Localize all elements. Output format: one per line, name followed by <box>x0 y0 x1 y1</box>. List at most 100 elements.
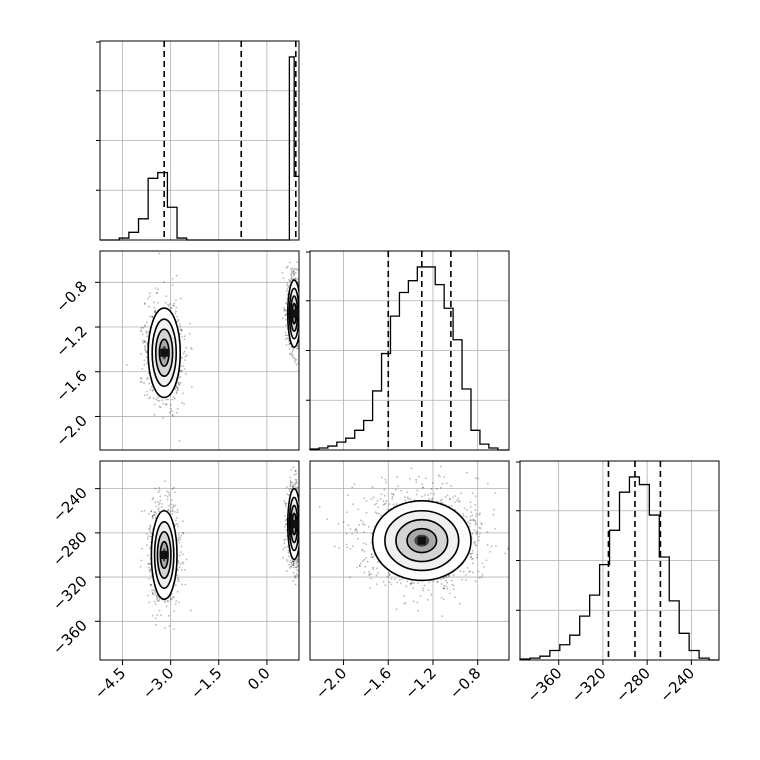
scatter-point <box>424 494 427 496</box>
scatter-point <box>172 396 175 398</box>
scatter-point <box>147 331 150 333</box>
scatter-point <box>451 579 453 582</box>
scatter-point <box>483 565 485 568</box>
scatter-point <box>285 559 288 561</box>
scatter-point <box>172 596 175 599</box>
scatter-point <box>286 337 289 340</box>
scatter-point <box>294 470 297 473</box>
scatter-point <box>454 596 457 599</box>
scatter-point <box>158 609 161 612</box>
scatter-point <box>284 503 287 506</box>
scatter-point <box>148 397 150 400</box>
scatter-point <box>326 518 329 521</box>
scatter-point <box>286 545 289 548</box>
scatter-point <box>471 514 474 517</box>
scatter-point <box>173 304 175 307</box>
scatter-point <box>299 511 301 513</box>
scatter-point <box>504 552 507 555</box>
scatter-point <box>178 580 180 583</box>
scatter-point <box>149 396 152 399</box>
scatter-point <box>412 600 415 603</box>
scatter-point <box>405 585 408 588</box>
scatter-point <box>292 357 295 359</box>
scatter-point <box>143 339 146 342</box>
x-tick-label: 0.0 <box>244 664 274 694</box>
scatter-point <box>178 440 181 442</box>
scatter-point <box>363 550 366 553</box>
scatter-point <box>294 277 297 280</box>
scatter-point <box>164 301 167 304</box>
scatter-point <box>493 508 495 511</box>
scatter-point <box>384 584 387 587</box>
scatter-point <box>355 528 357 531</box>
scatter-point <box>144 346 147 349</box>
scatter-point <box>430 593 433 596</box>
scatter-point <box>474 495 477 497</box>
scatter-point <box>178 566 181 569</box>
scatter-point <box>154 309 157 311</box>
scatter-point <box>151 498 154 500</box>
scatter-point <box>446 581 449 584</box>
scatter-point <box>429 492 432 495</box>
scatter-point <box>300 542 302 544</box>
scatter-point <box>170 307 173 309</box>
scatter-point <box>368 574 371 577</box>
scatter-point <box>168 504 171 507</box>
scatter-point <box>301 342 303 344</box>
scatter-point <box>150 510 153 513</box>
histogram-steps <box>100 56 299 241</box>
scatter-point <box>153 403 156 406</box>
scatter-point <box>153 511 156 513</box>
scatter-point <box>180 551 182 553</box>
scatter-point <box>300 338 302 340</box>
scatter-point <box>175 523 178 525</box>
scatter-point <box>290 273 293 275</box>
scatter-point <box>282 556 284 559</box>
scatter-point <box>178 541 181 544</box>
scatter-point <box>284 334 287 337</box>
scatter-point <box>287 552 290 554</box>
scatter-point <box>302 319 304 321</box>
scatter-point <box>293 564 295 566</box>
scatter-point <box>294 268 297 270</box>
scatter-point <box>286 284 288 287</box>
scatter-point <box>146 335 149 338</box>
scatter-point <box>463 507 466 510</box>
scatter-point <box>406 580 409 583</box>
scatter-point <box>165 398 168 401</box>
scatter-point <box>388 573 391 576</box>
scatter-point <box>292 271 295 273</box>
scatter-point <box>367 525 370 528</box>
scatter-point <box>286 282 289 285</box>
scatter-point <box>290 481 292 484</box>
scatter-point <box>469 570 472 573</box>
scatter-point <box>171 506 174 509</box>
scatter-point <box>171 510 174 512</box>
scatter-point <box>294 577 297 579</box>
scatter-point <box>182 553 185 556</box>
scatter-point <box>475 544 477 547</box>
scatter-point <box>159 499 162 502</box>
scatter-point <box>293 347 295 350</box>
scatter-point <box>296 278 299 280</box>
scatter-point <box>148 292 151 294</box>
scatter-point <box>391 497 394 500</box>
density-max-bin <box>160 348 169 357</box>
scatter-point <box>301 515 303 517</box>
scatter-point <box>292 564 295 566</box>
scatter-point <box>406 491 409 494</box>
scatter-point <box>148 562 150 565</box>
scatter-point <box>162 417 165 419</box>
scatter-point <box>149 569 152 572</box>
scatter-point <box>296 559 299 562</box>
scatter-point <box>191 348 193 350</box>
scatter-point <box>478 535 480 538</box>
scatter-point <box>419 595 422 597</box>
scatter-point <box>173 302 176 305</box>
scatter-point <box>152 514 154 517</box>
scatter-point <box>290 270 293 272</box>
scatter-point <box>300 313 302 315</box>
scatter-point <box>285 523 287 526</box>
scatter-point <box>167 600 170 603</box>
scatter-point <box>144 349 147 352</box>
